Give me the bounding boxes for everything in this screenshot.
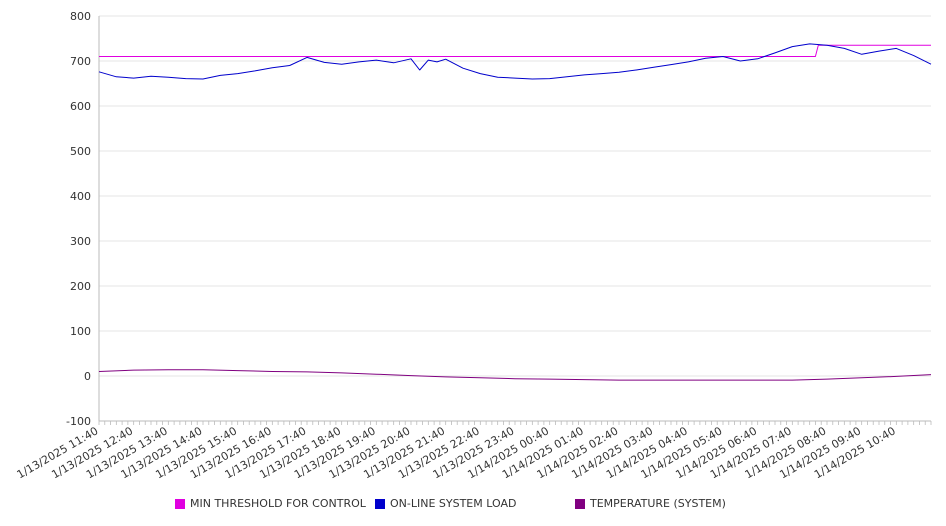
y-tick-label-500: 500 xyxy=(70,145,91,158)
legend-label-min-threshold: MIN THRESHOLD FOR CONTROL xyxy=(190,497,366,510)
legend-swatch-system-load xyxy=(375,498,385,509)
legend-item-temperature[interactable]: TEMPERATURE (SYSTEM) xyxy=(575,497,726,510)
legend-swatch-min-threshold xyxy=(175,498,185,509)
series-line-temperature xyxy=(98,369,932,381)
y-tick-label-0: 0 xyxy=(84,370,91,383)
y-tick-label--100: -100 xyxy=(66,415,91,428)
y-tick-label-200: 200 xyxy=(70,280,91,293)
series-line-min-threshold xyxy=(99,44,931,57)
y-tick-label-800: 800 xyxy=(70,10,91,23)
y-tick-label-100: 100 xyxy=(70,325,91,338)
legend-label-temperature: TEMPERATURE (SYSTEM) xyxy=(590,497,726,510)
y-tick-label-300: 300 xyxy=(70,235,91,248)
legend-swatch-temperature xyxy=(575,498,585,509)
legend-item-system-load[interactable]: ON-LINE SYSTEM LOAD xyxy=(375,497,516,510)
y-tick-label-700: 700 xyxy=(70,55,91,68)
legend-label-system-load: ON-LINE SYSTEM LOAD xyxy=(390,497,517,510)
y-tick-label-400: 400 xyxy=(70,190,91,203)
legend-item-min-threshold[interactable]: MIN THRESHOLD FOR CONTROL xyxy=(175,497,366,510)
series-line-system-load xyxy=(98,43,932,80)
y-tick-label-600: 600 xyxy=(70,100,91,113)
chart-legend: MIN THRESHOLD FOR CONTROL ON-LINE SYSTEM… xyxy=(0,497,946,515)
